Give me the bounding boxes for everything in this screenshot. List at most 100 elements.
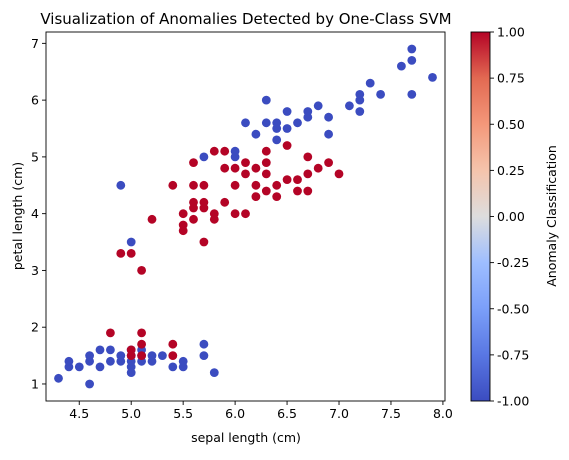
point-anomaly-low [261, 118, 271, 128]
colorbar-tick-label: 0.75 [497, 71, 525, 86]
point-anomaly-high [168, 351, 178, 360]
point-anomaly-high [230, 180, 240, 190]
x-tick-label: 6.0 [225, 406, 245, 421]
colorbar-tick-label: -0.25 [497, 255, 529, 270]
point-anomaly-low [293, 118, 302, 128]
colorbar [470, 31, 491, 402]
point-anomaly-high [220, 197, 230, 207]
point-anomaly-low [324, 129, 333, 139]
point-anomaly-high [251, 163, 261, 173]
point-anomaly-high [137, 328, 147, 338]
point-anomaly-high [220, 146, 230, 156]
point-anomaly-high [303, 152, 313, 162]
point-anomaly-low [324, 112, 333, 122]
point-anomaly-low [313, 101, 323, 111]
point-anomaly-high [251, 192, 261, 202]
point-anomaly-low [116, 351, 126, 360]
x-tick-label: 4.5 [69, 406, 89, 421]
y-tick-label: 2 [31, 320, 39, 335]
point-anomaly-high [189, 180, 198, 190]
point-anomaly-high [137, 266, 147, 275]
point-anomaly-high [220, 163, 230, 173]
point-anomaly-low [376, 90, 385, 99]
point-anomaly-low [199, 351, 209, 360]
point-anomaly-high [241, 169, 250, 179]
point-anomaly-high [199, 180, 209, 190]
colorbar-tick-label: -0.75 [497, 347, 529, 362]
point-anomaly-high [168, 180, 178, 190]
point-anomaly-low [158, 351, 167, 360]
y-tick-label: 7 [31, 36, 39, 51]
point-anomaly-high [303, 169, 313, 179]
point-anomaly-low [355, 107, 365, 116]
point-anomaly-low [397, 61, 406, 71]
colorbar-tick-label: 0.00 [497, 209, 525, 224]
plot-area-frame [45, 31, 446, 402]
x-tick-label: 7.0 [329, 406, 349, 421]
x-tick-label: 7.5 [381, 406, 401, 421]
point-anomaly-low [303, 107, 313, 116]
x-tick-label: 6.5 [277, 406, 297, 421]
point-anomaly-high [313, 163, 323, 173]
points-layer [54, 44, 437, 389]
point-anomaly-low [64, 356, 74, 366]
y-tick-label: 6 [31, 93, 39, 108]
point-anomaly-low [272, 118, 282, 128]
point-anomaly-low [126, 237, 136, 247]
colorbar-tick-label: -0.50 [497, 301, 529, 316]
point-anomaly-high [137, 339, 147, 349]
colorbar-label: Anomaly Classification [544, 145, 559, 287]
point-anomaly-low [168, 362, 178, 372]
y-axis-label: petal length (cm) [10, 162, 25, 270]
point-anomaly-low [407, 44, 417, 54]
point-anomaly-low [199, 339, 209, 349]
point-anomaly-low [407, 56, 417, 65]
point-anomaly-low [85, 379, 94, 389]
y-tick-label: 1 [31, 376, 39, 391]
point-anomaly-high [293, 175, 302, 185]
y-tick-label: 4 [31, 206, 39, 221]
chart-title: Visualization of Anomalies Detected by O… [40, 10, 451, 28]
point-anomaly-high [261, 146, 271, 156]
point-anomaly-high [106, 328, 115, 338]
point-anomaly-high [241, 158, 250, 168]
point-anomaly-low [116, 180, 126, 190]
point-anomaly-high [199, 197, 209, 207]
point-anomaly-low [251, 129, 261, 139]
point-anomaly-high [324, 158, 333, 168]
point-anomaly-high [251, 180, 261, 190]
point-anomaly-high [116, 249, 126, 258]
colorbar-tick-label: 1.00 [497, 25, 525, 40]
colorbar-tick-label: -1.00 [497, 394, 529, 409]
point-anomaly-high [168, 339, 178, 349]
x-tick-label: 8.0 [433, 406, 453, 421]
point-anomaly-low [428, 73, 437, 82]
point-anomaly-high [199, 237, 209, 247]
point-anomaly-high [230, 163, 240, 173]
point-anomaly-high [261, 186, 271, 196]
point-anomaly-high [241, 209, 250, 219]
point-anomaly-high [189, 203, 198, 213]
point-anomaly-low [95, 345, 105, 355]
y-tick-label: 5 [31, 149, 39, 164]
point-anomaly-low [106, 356, 115, 366]
point-anomaly-low [282, 107, 292, 116]
point-anomaly-high [137, 351, 147, 360]
point-anomaly-high [261, 169, 271, 179]
point-anomaly-high [178, 226, 188, 236]
point-anomaly-high [282, 175, 292, 185]
point-anomaly-low [54, 373, 63, 383]
point-anomaly-high [189, 214, 198, 224]
point-anomaly-high [126, 351, 136, 360]
point-anomaly-low [147, 351, 157, 360]
colorbar-tick-label: 0.50 [497, 117, 525, 132]
point-anomaly-high [147, 214, 157, 224]
point-anomaly-high [272, 180, 282, 190]
point-anomaly-low [345, 101, 354, 111]
point-anomaly-high [334, 169, 344, 179]
point-anomaly-high [209, 146, 219, 156]
point-anomaly-low [106, 345, 115, 355]
x-tick-label: 5.0 [121, 406, 141, 421]
x-tick-label: 5.5 [173, 406, 193, 421]
